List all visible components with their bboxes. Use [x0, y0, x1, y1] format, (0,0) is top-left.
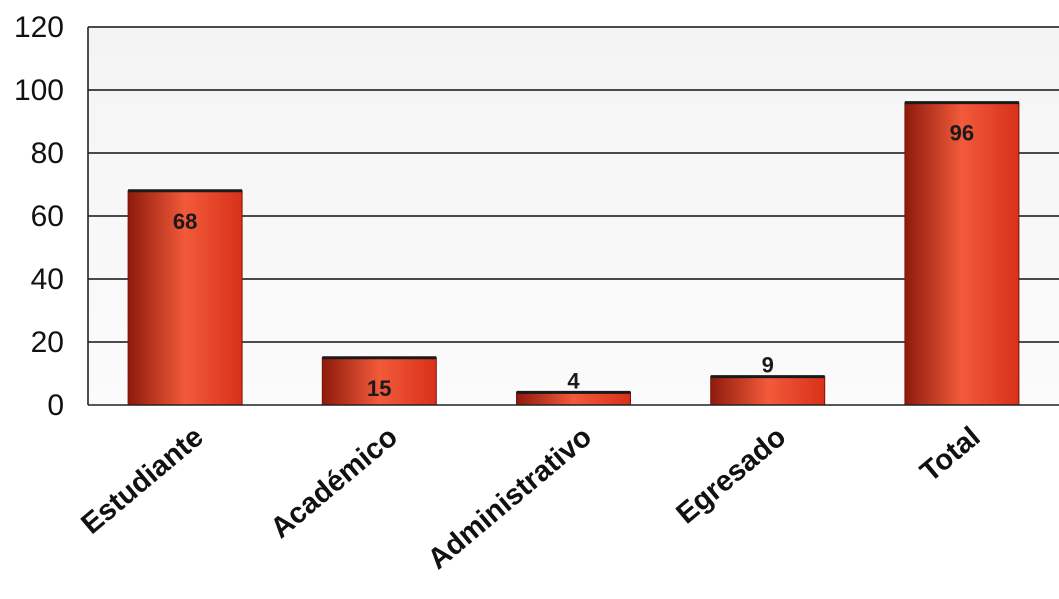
bar	[127, 190, 243, 406]
data-label: 15	[367, 376, 391, 401]
data-label: 9	[762, 353, 774, 378]
bar	[904, 102, 1020, 406]
y-tick-label: 0	[47, 389, 64, 422]
data-label: 68	[173, 209, 197, 234]
y-tick-label: 40	[31, 263, 64, 296]
bar	[710, 376, 826, 406]
data-label: 4	[567, 368, 580, 393]
y-tick-label: 100	[14, 74, 64, 107]
x-category-label: Administrativo	[422, 421, 598, 576]
x-category-label: Académico	[265, 421, 404, 545]
x-category-label: Total	[914, 421, 986, 489]
data-label: 96	[950, 121, 974, 146]
y-tick-label: 80	[31, 137, 64, 170]
bar	[321, 357, 437, 406]
data-labels: 68 15 4 9 96	[173, 121, 974, 401]
y-tick-label: 60	[31, 200, 64, 233]
x-axis-categories: Estudiante Académico Administrativo Egresad…	[75, 421, 986, 576]
bar	[516, 391, 631, 406]
bars	[127, 101, 1020, 406]
y-axis-ticks: 0 20 40 60 80 100 120	[14, 11, 64, 422]
y-tick-label: 120	[14, 11, 64, 44]
y-tick-label: 20	[31, 326, 64, 359]
x-category-label: Estudiante	[75, 421, 209, 541]
gridlines	[88, 26, 1059, 343]
x-category-label: Egresado	[670, 421, 792, 530]
